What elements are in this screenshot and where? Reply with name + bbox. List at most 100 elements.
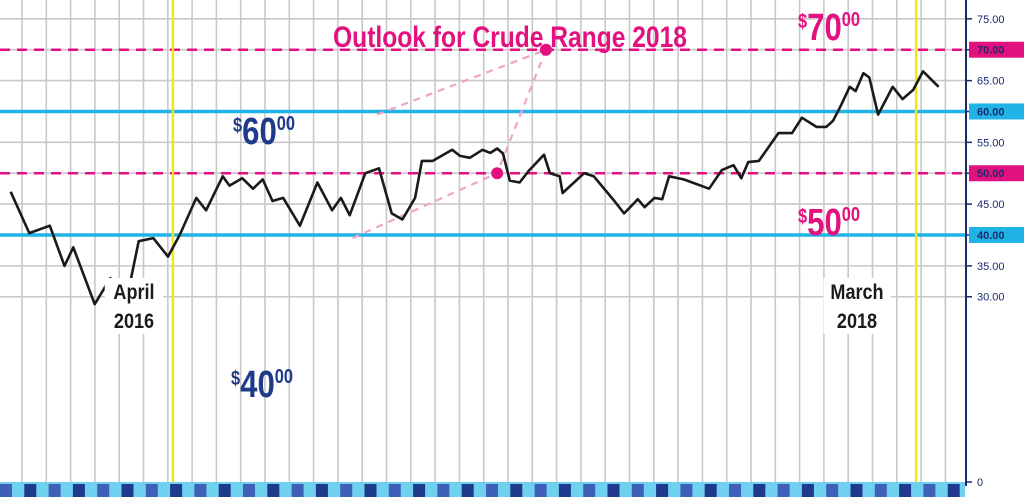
forecast-point-50 <box>491 167 504 180</box>
bottom-strip-block <box>801 484 814 497</box>
bottom-strip-block <box>899 484 912 497</box>
bottom-strip-block <box>923 484 936 497</box>
bottom-strip-block <box>826 484 839 497</box>
april-2016-label-bg <box>104 278 164 334</box>
svg-text:$6000: $6000 <box>233 111 295 153</box>
price-series <box>9 70 940 306</box>
price-label-40-cents: 00 <box>275 364 293 387</box>
bottom-strip-block <box>947 484 960 497</box>
forecast-lower-line <box>352 172 498 240</box>
bottom-strip-block <box>48 484 61 497</box>
bottom-strip-block <box>315 484 328 497</box>
april-label-line1: April <box>113 281 154 305</box>
bottom-strip-block <box>218 484 231 497</box>
price-label-60-cents: 00 <box>277 111 295 134</box>
level-lines <box>0 48 965 237</box>
bottom-strip-block <box>486 484 498 497</box>
bottom-strip-block <box>583 484 596 497</box>
bottom-strip-block <box>534 484 547 497</box>
y-tick-label: 65.00 <box>977 76 1005 88</box>
price-label-50-sign: $ <box>798 204 807 227</box>
bottom-strip-block <box>145 484 158 497</box>
forecast-upper-line <box>376 48 547 116</box>
april-label-line2: 2016 <box>114 310 154 334</box>
price-label-40-dollars: 40 <box>240 364 275 406</box>
bottom-strip-block <box>704 484 717 497</box>
y-tick-label: 55.00 <box>977 137 1005 149</box>
bottom-strip-block <box>72 484 85 497</box>
bottom-strip-block <box>874 484 887 497</box>
y-tick-label: 0 <box>977 477 983 489</box>
y-tick-highlight <box>969 226 1024 243</box>
bottom-strip-block <box>97 484 110 497</box>
bottom-strip-block <box>267 484 280 497</box>
forecast-point-70 <box>539 43 552 56</box>
bottom-strip-block <box>680 484 693 497</box>
march-2018-label-bg <box>823 278 891 334</box>
bottom-strip-block <box>607 484 620 497</box>
forecast-drop-line <box>496 49 548 174</box>
price-label-70-dollars: 70 <box>807 7 842 49</box>
svg-text:$5000: $5000 <box>798 202 860 244</box>
price-label-50: $5000 <box>798 202 860 244</box>
price-label-70: $7000 <box>798 7 860 49</box>
bottom-strip-block <box>0 484 12 497</box>
price-label-60-dollars: 60 <box>242 111 277 153</box>
price-label-60-sign: $ <box>233 113 242 136</box>
bottom-strip-base <box>0 482 965 497</box>
bottom-strip-block <box>461 484 474 497</box>
date-markers <box>171 0 918 482</box>
bottom-strip-block <box>437 484 450 497</box>
price-series-line <box>9 70 940 306</box>
y-tick-label: 50.00 <box>977 168 1005 180</box>
y-tick-label: 35.00 <box>977 261 1005 273</box>
bottom-strip-block <box>753 484 766 497</box>
bottom-strip-block <box>170 484 183 497</box>
bottom-strip-block <box>850 484 863 497</box>
bottom-strip-block <box>777 484 790 497</box>
bottom-strip-block <box>364 484 377 497</box>
svg-text:$4000: $4000 <box>231 364 293 406</box>
y-tick-highlight <box>969 103 1024 120</box>
bottom-strip-block <box>558 484 571 497</box>
march-label-line2: 2018 <box>837 310 877 334</box>
y-tick-label: 70.00 <box>977 45 1005 57</box>
y-axis: 75.00 70.00 65.00 60.00 55.00 50.00 45.00 40.00… <box>965 0 1024 489</box>
march-2018-label: March 2018 <box>823 278 891 334</box>
price-label-50-dollars: 50 <box>807 202 842 244</box>
y-tick-label: 45.00 <box>977 199 1005 211</box>
bottom-strip-block <box>510 484 523 497</box>
bottom-strip-block <box>243 484 255 497</box>
price-label-40: $4000 <box>231 364 293 406</box>
bottom-strip-block <box>656 484 669 497</box>
y-tick-label: 75.00 <box>977 14 1005 26</box>
price-label-70-cents: 00 <box>842 7 860 30</box>
y-tick-highlight <box>969 165 1024 182</box>
bottom-strip-block <box>388 484 401 497</box>
svg-text:$7000: $7000 <box>798 7 860 49</box>
bottom-strip-block <box>194 484 207 497</box>
y-tick-label: 60.00 <box>977 106 1005 118</box>
price-label-50-cents: 00 <box>842 202 860 225</box>
bottom-strip-block <box>291 484 304 497</box>
bottom-strip <box>0 482 965 497</box>
bottom-strip-block <box>121 484 134 497</box>
price-label-60: $6000 <box>233 111 295 153</box>
bottom-strip-block <box>413 484 426 497</box>
march-label-line1: March <box>830 281 883 305</box>
y-tick-label: 40.00 <box>977 230 1005 242</box>
chart-title: Outlook for Crude Range 2018 <box>333 20 687 54</box>
bottom-strip-block <box>24 484 37 497</box>
forecast-projection <box>352 43 552 240</box>
price-label-70-sign: $ <box>798 9 807 32</box>
bottom-strip-block <box>729 484 741 497</box>
april-2016-label: April 2016 <box>104 278 164 334</box>
bottom-strip-block <box>631 484 644 497</box>
bottom-strip-block <box>340 484 353 497</box>
price-label-40-sign: $ <box>231 366 240 389</box>
y-tick-highlight <box>969 41 1024 58</box>
y-tick-label: 30.00 <box>977 292 1005 304</box>
